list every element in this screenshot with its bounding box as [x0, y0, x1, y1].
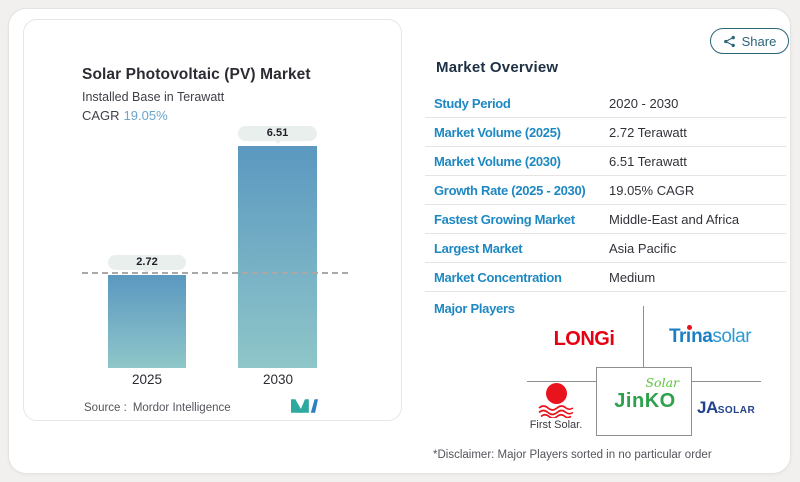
players-divider-vertical — [643, 306, 644, 367]
ja-solar-logo: JASOLAR — [697, 398, 757, 418]
row-value: Asia Pacific — [609, 240, 677, 256]
source-name: Mordor Intelligence — [132, 402, 231, 414]
first-solar-sun-icon — [545, 383, 567, 404]
row-label: Market Volume (2025) — [434, 124, 561, 140]
players-divider-left — [527, 381, 596, 382]
source-label: Source : — [84, 402, 127, 414]
share-nodes-icon — [723, 35, 735, 47]
players-divider-right — [692, 381, 761, 382]
row-label: Market Concentration — [434, 269, 562, 285]
report-card: 2.72 6.51 Solar Photovoltaic (PV) Market… — [8, 8, 791, 474]
row-value: 2020 - 2030 — [609, 95, 679, 111]
jinko-logo-text: JinKO — [614, 390, 676, 412]
table-row: Fastest Growing Market Middle-East and A… — [425, 205, 786, 234]
table-row: Largest Market Asia Pacific — [425, 234, 786, 263]
market-overview-heading: Market Overview — [436, 59, 559, 76]
row-label: Largest Market — [434, 240, 523, 256]
row-label: Study Period — [434, 95, 511, 111]
row-value: Medium — [609, 269, 656, 285]
longi-logo: LONGi — [553, 328, 615, 350]
chart-subtitle: Installed Base in Terawatt — [82, 90, 225, 104]
row-value: 2.72 Terawatt — [609, 124, 687, 140]
row-value: 6.51 Terawatt — [609, 153, 687, 169]
table-row: Market Volume (2030) 6.51 Terawatt — [425, 147, 786, 176]
row-label: Fastest Growing Market — [434, 211, 575, 227]
chart-cagr: CAGR 19.05% — [82, 108, 168, 123]
trina-solar-logo: Trınasolar — [664, 326, 756, 348]
row-label: Market Volume (2030) — [434, 153, 561, 169]
major-players-label: Major Players — [434, 301, 515, 316]
bar-2025 — [108, 275, 186, 368]
table-row: Growth Rate (2025 - 2030) 19.05% CAGR — [425, 176, 786, 205]
players-center-box — [596, 367, 692, 436]
share-button[interactable]: Share — [710, 28, 789, 54]
x-axis-label-2025: 2025 — [131, 372, 163, 387]
ja-logo-text: JA — [697, 398, 718, 417]
chart-title: Solar Photovoltaic (PV) Market — [82, 66, 311, 83]
chart-panel: 2.72 6.51 Solar Photovoltaic (PV) Market… — [23, 19, 402, 421]
row-value: 19.05% CAGR — [609, 182, 695, 198]
cagr-label: CAGR — [82, 108, 120, 123]
table-row: Study Period 2020 - 2030 — [425, 89, 786, 118]
mordor-intelligence-logo — [291, 399, 318, 413]
trina-logo-text: Tr — [668, 326, 686, 347]
first-solar-logo: First Solar. — [524, 383, 588, 431]
first-solar-waves-icon — [538, 405, 574, 418]
row-label: Growth Rate (2025 - 2030) — [434, 182, 586, 198]
trina-logo-i: ı — [685, 326, 692, 347]
bar-2030 — [238, 146, 317, 368]
disclaimer-text: *Disclaimer: Major Players sorted in no … — [433, 449, 712, 461]
source-attribution: Source : Mordor Intelligence — [84, 402, 231, 414]
ja-logo-solar-text: SOLAR — [717, 405, 756, 416]
market-overview-table: Study Period 2020 - 2030 Market Volume (… — [425, 89, 786, 292]
bar-label-2030: 6.51 — [238, 126, 317, 144]
bar-chart: 2.72 6.51 — [24, 20, 401, 368]
cagr-value: 19.05% — [123, 108, 168, 123]
row-value: Middle-East and Africa — [609, 211, 740, 227]
table-row: Market Volume (2025) 2.72 Terawatt — [425, 118, 786, 147]
jinko-solar-logo: Solar JinKO — [605, 375, 685, 413]
reference-dashed-line — [82, 272, 348, 274]
bar-label-2025: 2.72 — [108, 255, 186, 273]
trina-logo-text: na — [691, 326, 713, 347]
x-axis-label-2030: 2030 — [262, 372, 294, 387]
table-row: Market Concentration Medium — [425, 263, 786, 292]
trina-logo-solar: solar — [712, 326, 752, 347]
share-button-label: Share — [741, 33, 777, 49]
jinko-logo-script: Solar — [645, 375, 679, 390]
first-solar-logo-text: First Solar. — [529, 419, 583, 431]
